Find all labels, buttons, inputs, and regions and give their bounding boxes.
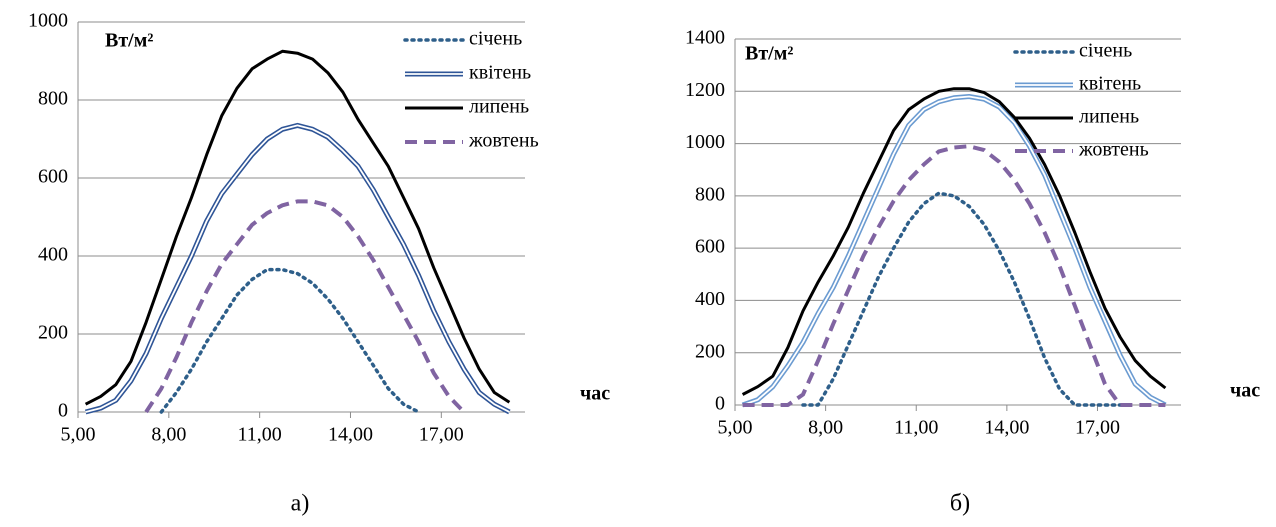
y-tick-label: 600 [38, 166, 68, 188]
caption: а) [291, 491, 310, 517]
y-tick-label: 600 [695, 236, 725, 258]
y-axis-label: Вт/м² [745, 43, 793, 65]
legend-label: січень [1079, 40, 1132, 62]
x-axis-label: час [580, 383, 610, 405]
series-line [84, 49, 511, 406]
x-axis-label: час [1230, 380, 1260, 402]
caption: б) [950, 491, 970, 517]
y-tick-label: 800 [38, 88, 68, 110]
legend-label: жовтень [468, 130, 539, 152]
y-tick-label: 200 [38, 322, 68, 344]
y-tick-label: 400 [695, 288, 725, 310]
y-tick-label: 1400 [685, 27, 725, 49]
series-line [801, 191, 1122, 407]
x-tick-label: 5,00 [61, 424, 96, 446]
y-tick-label: 1000 [685, 131, 725, 153]
y-tick-label: 0 [58, 400, 68, 422]
y-tick-label: 400 [38, 244, 68, 266]
series-line [741, 87, 1167, 396]
x-tick-label: 8,00 [151, 424, 186, 446]
series-line [84, 122, 511, 415]
x-tick-label: 14,00 [328, 424, 373, 446]
y-tick-label: 0 [715, 393, 725, 415]
y-tick-label: 1000 [28, 10, 68, 32]
y-axis-label: Вт/м² [105, 30, 153, 52]
y-tick-label: 1200 [685, 79, 725, 101]
x-tick-label: 11,00 [238, 424, 282, 446]
legend-label: липень [1079, 106, 1139, 128]
series-line-inner [85, 124, 510, 413]
series-line [742, 144, 1166, 407]
series-line-inner [742, 95, 1166, 406]
legend-label: квітень [469, 62, 531, 84]
series-line [144, 199, 466, 414]
x-tick-label: 11,00 [894, 417, 938, 439]
x-tick-label: 17,00 [1075, 417, 1120, 439]
legend-label: квітень [1079, 73, 1141, 95]
x-tick-label: 14,00 [984, 417, 1029, 439]
y-tick-label: 800 [695, 183, 725, 205]
legend-label: жовтень [1078, 139, 1149, 161]
x-tick-label: 17,00 [419, 424, 464, 446]
y-tick-label: 200 [695, 340, 725, 362]
series-line [159, 267, 421, 414]
x-tick-label: 8,00 [808, 417, 843, 439]
legend-label: липень [469, 96, 529, 118]
x-tick-label: 5,00 [718, 417, 753, 439]
legend-label: січень [469, 28, 522, 50]
